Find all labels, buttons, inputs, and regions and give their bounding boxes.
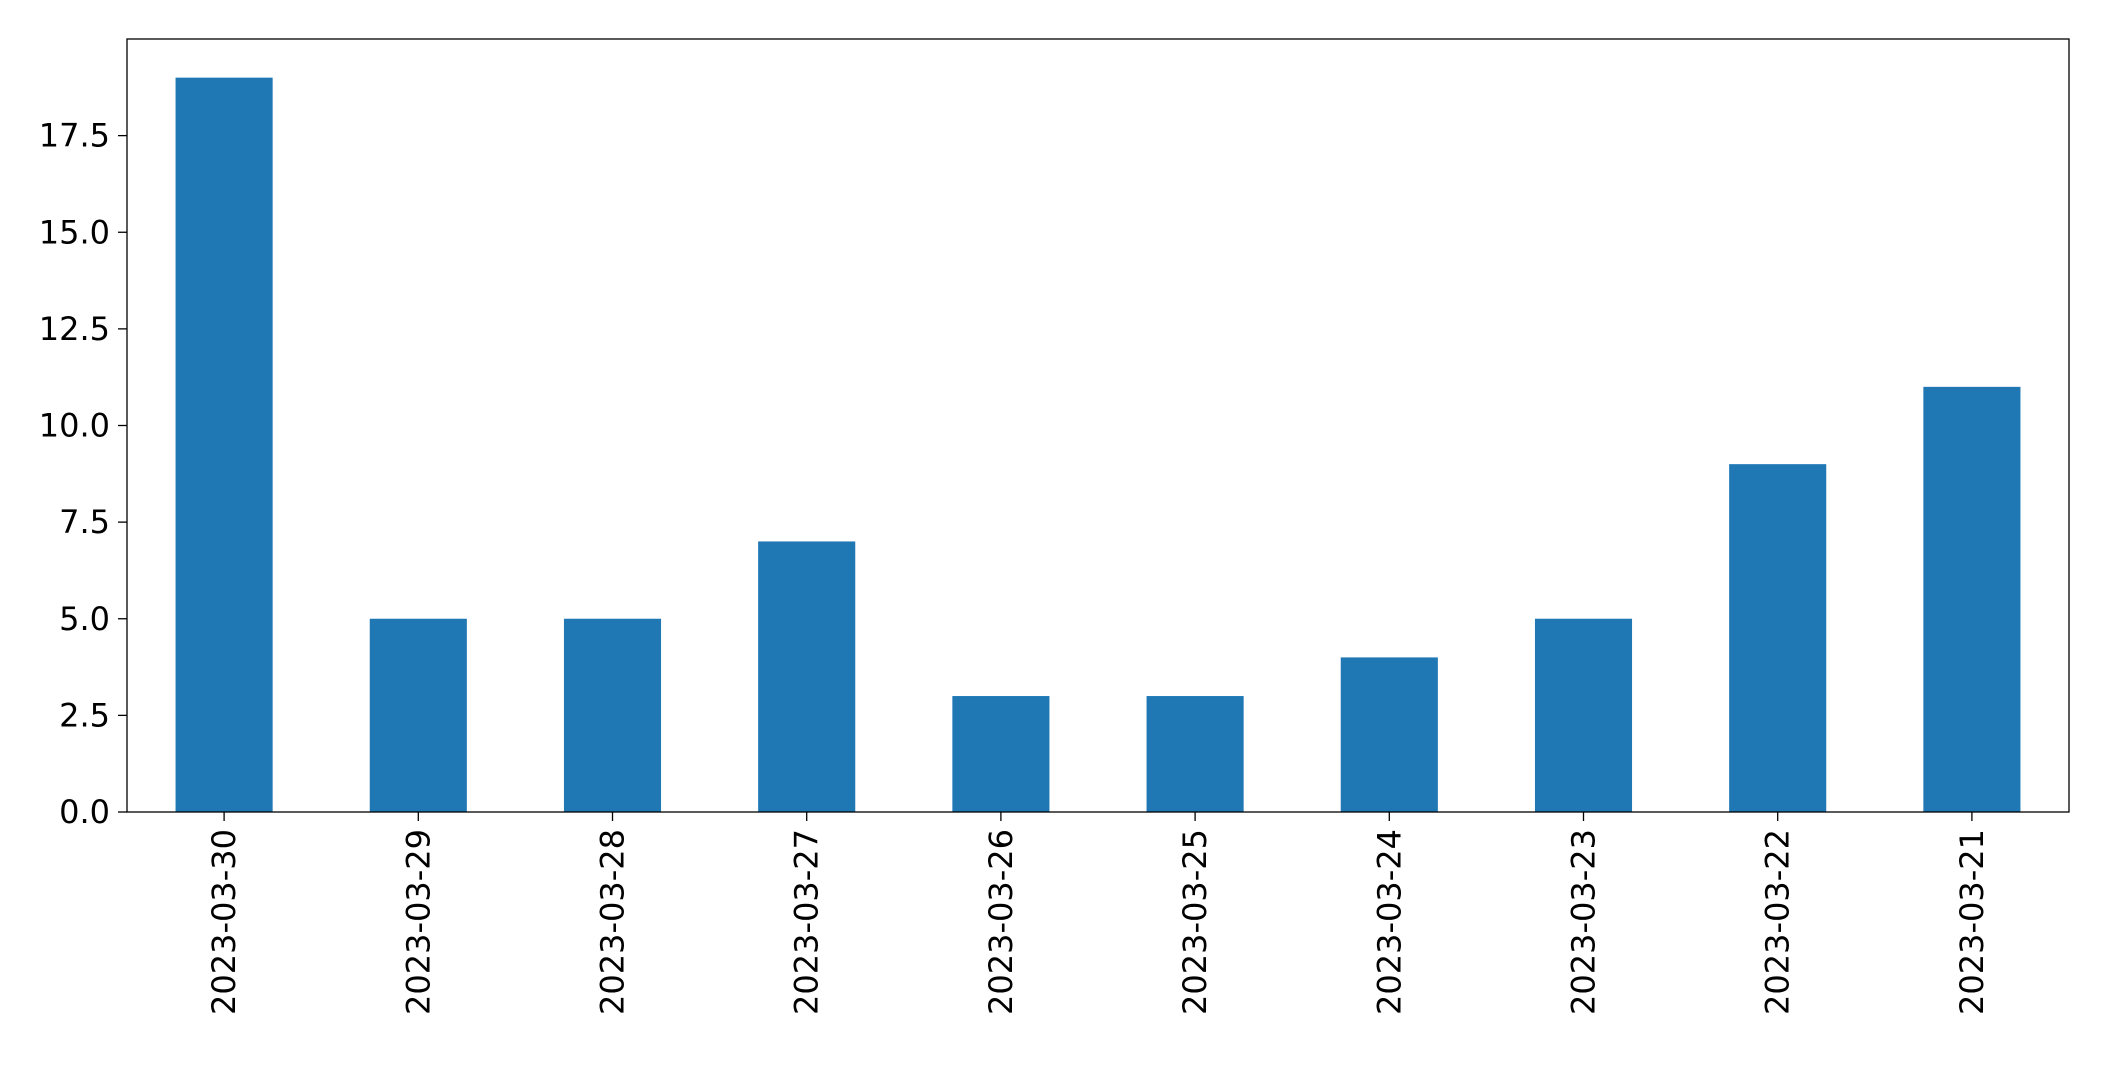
x-tick-label: 2023-03-30 [205,829,243,1015]
bar-2023-03-22 [1729,464,1827,812]
x-tick-label: 2023-03-21 [1953,829,1991,1015]
y-tick-label: 15.0 [39,213,110,251]
bar-2023-03-29 [369,618,467,812]
x-tick-label: 2023-03-29 [399,829,437,1015]
bar-2023-03-25 [1146,696,1244,812]
y-tick-label: 17.5 [39,117,110,155]
bars-layer [175,77,2021,812]
bar-2023-03-26 [952,696,1050,812]
y-tick-label: 0.0 [59,793,110,831]
y-tick-label: 7.5 [59,503,110,541]
bar-2023-03-23 [1534,618,1633,812]
x-tick-label: 2023-03-23 [1565,829,1603,1015]
y-tick-label: 12.5 [39,310,110,348]
bar-2023-03-24 [1340,657,1438,812]
bar-2023-03-30 [175,77,273,812]
x-tick-label: 2023-03-25 [1176,829,1214,1015]
bar-2023-03-27 [758,541,856,812]
y-tick-label: 5.0 [59,600,110,638]
x-tick-label: 2023-03-24 [1370,829,1408,1015]
y-tick-label: 10.0 [39,407,110,445]
bar-2023-03-21 [1923,386,2021,812]
y-tick-label: 2.5 [59,696,110,734]
x-tick-label: 2023-03-22 [1759,829,1797,1015]
ticks-layer: 0.0 2.5 5.0 7.5 10.0 12.5 15.0 17.5 2023-03-30 20… [39,117,1991,1015]
x-tick-label: 2023-03-28 [594,829,632,1015]
x-tick-label: 2023-03-27 [788,829,826,1015]
x-tick-label: 2023-03-26 [982,829,1020,1015]
bar-2023-03-28 [563,618,662,812]
